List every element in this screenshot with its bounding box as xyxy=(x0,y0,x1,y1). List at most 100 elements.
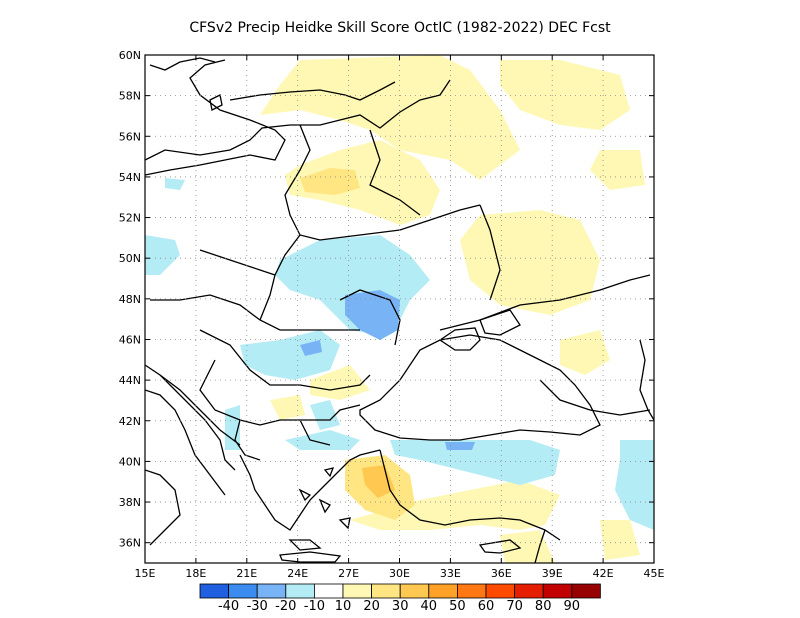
colorbar-swatch xyxy=(485,583,516,599)
colorbar-swatch xyxy=(514,583,544,599)
colorbar-swatch xyxy=(571,583,601,599)
gotland xyxy=(209,94,223,111)
longitude-labels: 15E 18E 21E 24E 27E 30E 33E 36E 39E 42E 45E xyxy=(135,567,665,580)
border-lines xyxy=(150,124,651,461)
azov-sea xyxy=(479,309,521,336)
black-sea-coast xyxy=(359,334,601,441)
colorbar-label: -40 xyxy=(218,599,239,614)
lon-label: 36E xyxy=(491,567,512,580)
lat-label: 46N xyxy=(119,333,141,346)
skill-region-belarus-core xyxy=(300,168,360,195)
skill-region-turkey-north-core xyxy=(445,442,475,450)
lat-label: 42N xyxy=(119,415,141,428)
skill-shading-layer xyxy=(145,55,654,563)
colorbar-label: -10 xyxy=(304,599,325,614)
caspian-coast xyxy=(639,339,654,421)
skill-region-far-east-yellow xyxy=(600,520,640,560)
skill-region-caspian-yellow xyxy=(560,330,610,375)
lon-label: 24E xyxy=(287,567,308,580)
lon-label: 33E xyxy=(440,567,461,580)
colorbar xyxy=(199,583,601,599)
colorbar-swatch xyxy=(371,583,401,599)
skill-region-east-yellow xyxy=(460,210,600,315)
latitude-labels: 60N 58N 56N 54N 52N 50N 48N 46N 44N 42N 40N 38N 36N xyxy=(119,49,141,550)
colorbar-swatch xyxy=(199,583,230,599)
lon-label: 45E xyxy=(644,567,665,580)
gulf-of-finland xyxy=(229,81,396,101)
colorbar-label: 60 xyxy=(478,599,495,614)
skill-region-west-turkey-core xyxy=(362,465,395,498)
lat-label: 60N xyxy=(119,49,141,62)
turkey-south-coast xyxy=(379,449,561,541)
colorbar-label: 50 xyxy=(449,599,466,614)
skill-region-turkey-south-yellow xyxy=(350,480,560,530)
colorbar-swatch xyxy=(256,583,287,599)
lat-label: 56N xyxy=(119,130,141,143)
colorbar-label: -20 xyxy=(275,599,296,614)
lon-label: 42E xyxy=(593,567,614,580)
colorbar-label: 10 xyxy=(335,599,352,614)
lat-label: 38N xyxy=(119,496,141,509)
skill-region-balkan-yellow xyxy=(270,395,305,420)
colorbar-swatch xyxy=(542,583,573,599)
lon-label: 15E xyxy=(135,567,156,580)
lat-label: 50N xyxy=(119,252,141,265)
lon-label: 30E xyxy=(389,567,410,580)
colorbar-swatch xyxy=(342,583,373,599)
lat-label: 40N xyxy=(119,455,141,468)
skill-region-black-sea-blue xyxy=(165,178,185,190)
lat-label: 44N xyxy=(119,374,141,387)
aegean-islands xyxy=(288,467,351,551)
skill-region-northeast-yellow xyxy=(500,60,630,130)
skill-region-hungary-core xyxy=(300,340,322,356)
coastline-border-layer xyxy=(145,57,654,563)
lat-label: 52N xyxy=(119,212,141,225)
colorbar-label: 30 xyxy=(392,599,409,614)
lon-label: 21E xyxy=(236,567,257,580)
colorbar-label: 80 xyxy=(535,599,552,614)
colorbar-label: 40 xyxy=(421,599,438,614)
colorbar-swatch xyxy=(228,583,258,599)
adriatic-coast xyxy=(145,364,236,546)
lon-label: 18E xyxy=(185,567,206,580)
skill-region-hungary-blue xyxy=(240,330,340,380)
skill-region-belarus-yellow xyxy=(285,140,440,225)
lat-label: 54N xyxy=(119,171,141,184)
skill-region-west-blue xyxy=(145,235,180,275)
skill-region-russia-east-yellow xyxy=(590,150,645,190)
colorbar-label: -30 xyxy=(247,599,268,614)
lon-label: 39E xyxy=(542,567,563,580)
axis-ticks xyxy=(144,54,655,563)
colorbar-swatch xyxy=(285,583,315,599)
skill-region-turkey-north-blue xyxy=(390,440,560,485)
north-coast-fragment xyxy=(149,57,216,71)
lat-label: 36N xyxy=(119,537,141,550)
lat-label: 48N xyxy=(119,293,141,306)
crete xyxy=(279,551,342,563)
cyprus xyxy=(478,539,522,554)
baltic-coastline xyxy=(145,59,451,176)
colorbar-label: 70 xyxy=(506,599,523,614)
colorbar-swatch xyxy=(313,583,344,599)
colorbar-label: 90 xyxy=(564,599,581,614)
colorbar-labels: -40 -30 -20 -10 10 20 30 40 50 60 70 80 90 xyxy=(218,599,580,614)
skill-region-crimea-yellow xyxy=(310,365,370,400)
levant-coast xyxy=(534,529,546,563)
map-title: CFSv2 Precip Heidke Skill Score OctIC (1… xyxy=(189,20,611,36)
skill-region-moldova-blue xyxy=(345,290,400,340)
colorbar-swatch xyxy=(399,583,430,599)
crimea xyxy=(438,327,481,351)
skill-region-levant-yellow xyxy=(500,530,555,563)
colorbar-swatch xyxy=(456,583,487,599)
skill-region-aegean-south-blue xyxy=(285,430,360,450)
colorbar-swatch xyxy=(428,583,458,599)
skill-region-balkan-blue xyxy=(225,405,240,450)
lon-label: 27E xyxy=(338,567,359,580)
greece-coast xyxy=(239,449,381,531)
lat-label: 58N xyxy=(119,90,141,103)
skill-region-caucasus-blue xyxy=(615,440,654,530)
skill-region-north-yellow xyxy=(260,55,520,180)
skill-region-aegean-blue xyxy=(310,400,340,430)
colorbar-label: 20 xyxy=(363,599,380,614)
